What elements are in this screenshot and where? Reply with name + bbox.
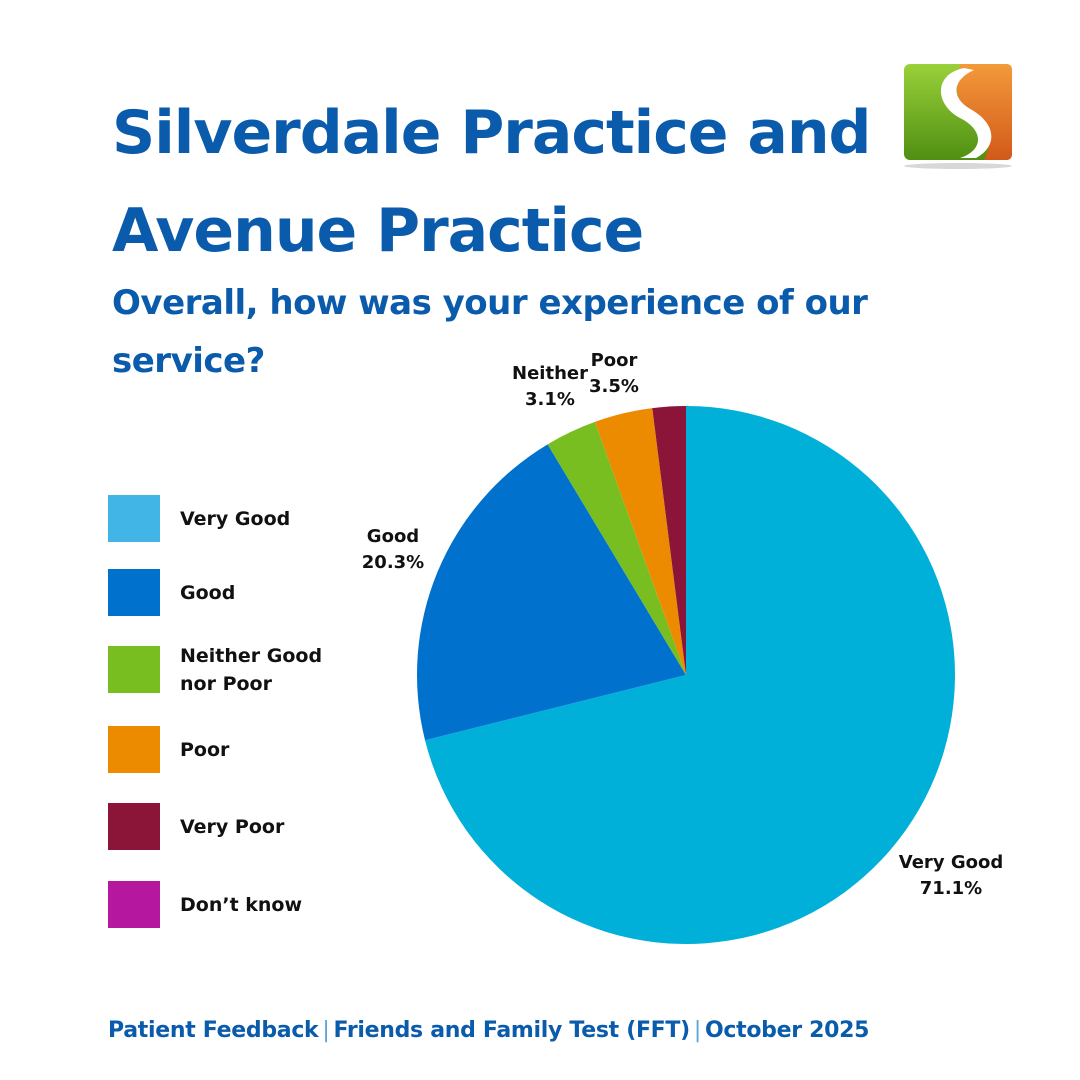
legend-label: Very Good [180, 508, 291, 530]
page-title: Silverdale Practice and Avenue Practice [112, 98, 872, 266]
pie-slice-very-good [425, 406, 955, 944]
footer-date: October 2025 [705, 1018, 870, 1043]
legend-label: Good [180, 582, 236, 604]
chart-subtitle: Overall, how was your experience of our … [112, 283, 868, 381]
legend-swatch [108, 646, 160, 693]
legend-item-poor: Poor [108, 726, 428, 774]
footer: Patient Feedback | Friends and Family Test… [108, 1018, 869, 1043]
pie-slice-good [417, 444, 686, 741]
footer-separator: | [693, 1018, 701, 1043]
footer-separator: | [322, 1018, 330, 1043]
legend-swatch [108, 803, 160, 850]
legend-label: Don’t know [180, 894, 303, 916]
slice-label-name: Very Good [899, 852, 1003, 873]
slice-label-value: 3.5% [589, 376, 639, 397]
legend-swatch [108, 569, 160, 616]
legend-item-very-good: Very Good [108, 495, 428, 543]
slice-label-name: Neither [512, 363, 588, 384]
legend-item-good: Good [108, 569, 428, 617]
footer-patient-feedback: Patient Feedback [108, 1018, 319, 1043]
legend-item-neither: Neither Good nor Poor [108, 645, 428, 695]
legend-item-very-poor: Very Poor [108, 803, 428, 851]
slice-label-value: 3.1% [525, 389, 575, 410]
legend-label: Poor [180, 739, 230, 761]
pie-slice-poor [594, 408, 686, 675]
footer-fft: Friends and Family Test (FFT) [333, 1018, 691, 1043]
pie-slice-neither-good-nor-poor [547, 421, 686, 675]
legend-label: Very Poor [180, 816, 285, 838]
legend-label: Neither Good nor Poor [180, 645, 323, 695]
legend-swatch [108, 881, 160, 928]
slice-label-value: 20.3% [362, 552, 424, 573]
slice-label-name: Poor [591, 350, 638, 371]
legend-swatch [108, 495, 160, 542]
slice-label-value: 71.1% [920, 878, 982, 899]
slice-label-name: Good [367, 526, 419, 547]
practice-logo-icon [904, 64, 1012, 169]
legend-swatch [108, 726, 160, 773]
legend-item-dont-know: Don’t know [108, 881, 428, 929]
pie-slice-very-poor [652, 406, 686, 675]
